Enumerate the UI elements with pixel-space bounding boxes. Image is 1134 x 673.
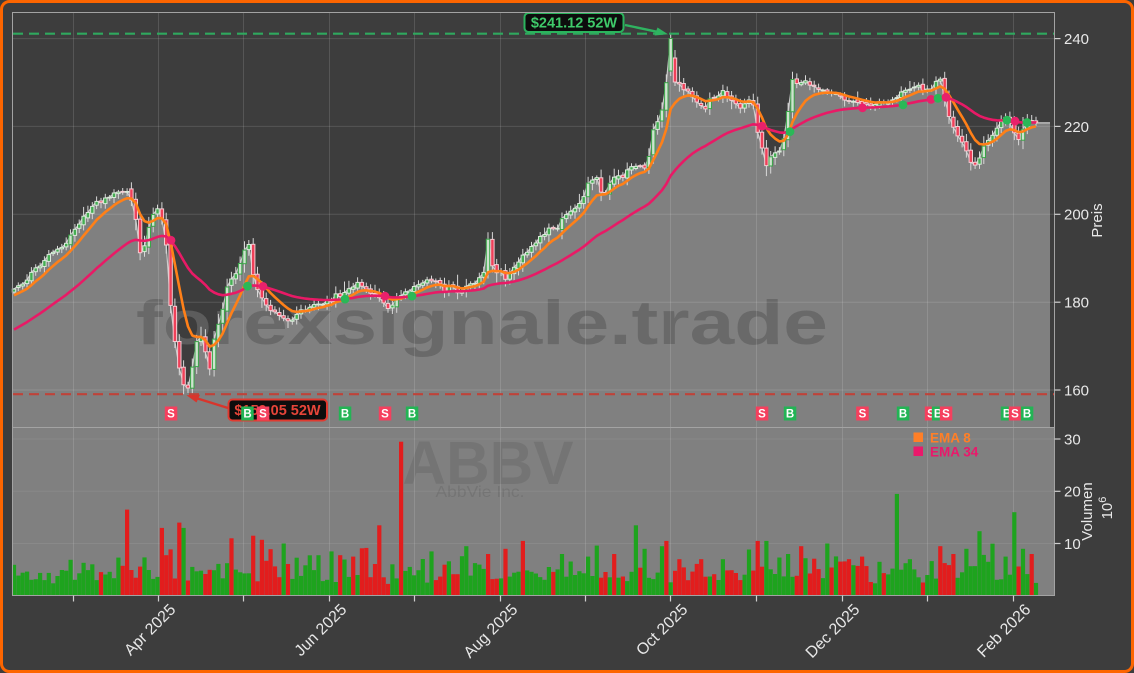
svg-text:S: S	[758, 409, 766, 421]
svg-text:200: 200	[1064, 207, 1089, 224]
svg-text:EMA 34: EMA 34	[930, 445, 979, 460]
svg-text:20: 20	[1064, 484, 1081, 501]
svg-text:B: B	[341, 409, 349, 421]
svg-text:EMA 8: EMA 8	[930, 431, 971, 446]
svg-text:B: B	[1023, 409, 1031, 421]
svg-text:B: B	[408, 409, 416, 421]
svg-text:S: S	[381, 409, 389, 421]
svg-text:B: B	[899, 409, 907, 421]
svg-text:Volumen: Volumen	[1079, 482, 1096, 540]
svg-text:30: 30	[1064, 431, 1081, 448]
svg-text:S: S	[942, 409, 950, 421]
svg-text:ABBV: ABBV	[403, 429, 574, 497]
svg-text:S: S	[859, 409, 867, 421]
svg-text:240: 240	[1064, 31, 1089, 48]
svg-text:Preis: Preis	[1089, 203, 1106, 237]
svg-text:B: B	[1003, 409, 1011, 421]
svg-text:B: B	[934, 409, 942, 421]
svg-text:S: S	[927, 409, 935, 421]
svg-text:$241.12 52W: $241.12 52W	[531, 16, 618, 32]
svg-text:220: 220	[1064, 119, 1089, 136]
svg-text:forexsignale.trade: forexsignale.trade	[136, 289, 828, 358]
svg-text:160: 160	[1064, 382, 1089, 399]
svg-text:180: 180	[1064, 295, 1089, 312]
svg-text:B: B	[786, 409, 794, 421]
svg-text:AbbVie Inc.: AbbVie Inc.	[436, 484, 525, 501]
svg-text:$159.05 52W: $159.05 52W	[234, 403, 321, 419]
svg-text:B: B	[243, 409, 251, 421]
svg-text:S: S	[1011, 409, 1019, 421]
svg-text:S: S	[167, 409, 175, 421]
svg-text:10: 10	[1064, 536, 1081, 553]
svg-text:S: S	[259, 409, 267, 421]
